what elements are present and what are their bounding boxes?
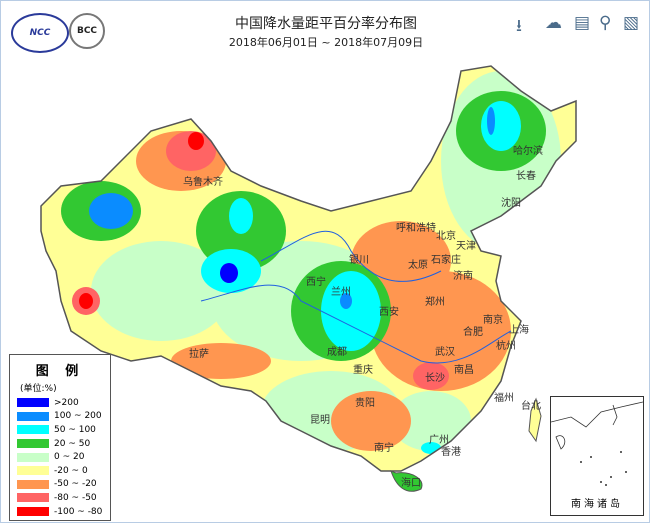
legend-title: 图 例 [35,364,85,379]
legend-item: -80 ~ -50 [10,491,110,505]
city-label: 南宁 [374,443,394,454]
city-label: 西安 [379,307,399,318]
city-label: 南昌 [454,365,474,376]
legend-item: 20 ~ 50 [10,437,110,451]
legend-item: -20 ~ 0 [10,464,110,478]
search-icon[interactable]: ⚲ [599,13,612,33]
hainan-island [390,470,423,492]
river [200,284,512,364]
city-label: 重庆 [353,365,373,376]
city-label: 哈尔滨 [513,146,543,157]
legend-label: -20 ~ 0 [54,465,88,476]
city-label: 天津 [456,241,476,252]
city-label: 香港 [441,447,461,458]
inset-label: 南海诸岛 [571,499,623,510]
legend-label: 100 ~ 200 [54,411,102,422]
legend-swatch [17,411,49,421]
legend-unit: (单位:%) [20,384,57,394]
city-label: 合肥 [463,327,483,338]
legend-swatch [17,398,49,408]
legend-label: 20 ~ 50 [54,438,91,449]
legend-swatch [17,466,49,476]
city-label: 北京 [436,231,456,242]
city-label: 广州 [429,435,449,446]
city-label: 兰州 [331,287,351,298]
map-title: 中国降水量距平百分率分布图 [235,16,417,32]
river [260,230,442,282]
bcc-logo: BCC [69,13,105,49]
legend: 图 例 (单位:%) >200 100 ~ 200 50 ~ 100 20 ~ 50 0… [9,354,111,521]
city-label: 长春 [516,171,536,182]
city-label: 南京 [483,315,503,326]
city-label: 武汉 [435,347,455,358]
cloud-download-icon[interactable]: ☁ [545,13,562,33]
city-label: 济南 [453,271,473,282]
city-label: 福州 [494,393,514,404]
city-label: 昆明 [310,415,330,426]
legend-label: >200 [54,397,79,408]
city-label: 台北 [521,401,541,412]
legend-swatch [17,425,49,435]
south-china-sea-inset: 南海诸岛 [550,396,644,516]
city-label: 银川 [349,255,369,266]
legend-label: -50 ~ -20 [54,479,97,490]
city-label: 长沙 [425,373,445,384]
legend-item: -50 ~ -20 [10,478,110,492]
city-label: 上海 [509,325,529,336]
report-search-icon[interactable]: ▧ [623,13,640,33]
ncc-logo: NCC [11,13,69,53]
date-range: 2018年06月01日 ~ 2018年07月09日 [228,36,424,49]
taiwan-island [528,397,542,443]
city-label: 成都 [327,347,347,358]
city-label: 太原 [408,260,428,271]
document-icon[interactable]: ▤ [574,13,591,33]
city-label: 西宁 [306,277,326,288]
legend-swatch [17,507,49,517]
city-label: 石家庄 [431,255,461,266]
legend-swatch [17,479,49,489]
legend-swatch [17,439,49,449]
precipitation-anomaly-map [40,65,577,492]
city-label: 海口 [401,478,421,489]
legend-label: 50 ~ 100 [54,424,96,435]
city-label: 郑州 [425,297,445,308]
legend-item: >200 [10,396,110,410]
city-label: 拉萨 [189,349,209,360]
legend-label: -80 ~ -50 [54,492,97,503]
legend-item: 0 ~ 20 [10,450,110,464]
city-label: 呼和浩特 [396,223,436,234]
city-label: 杭州 [496,341,516,352]
legend-label: -100 ~ -80 [54,506,103,517]
legend-item: -100 ~ -80 [10,505,110,519]
legend-swatch [17,452,49,462]
city-label: 乌鲁木齐 [183,177,223,188]
city-label: 沈阳 [501,198,521,209]
inset-map [550,401,644,486]
legend-swatch [17,493,49,503]
download-icon[interactable]: ⭳ [516,16,522,36]
city-label: 贵阳 [355,398,375,409]
legend-label: 0 ~ 20 [54,452,85,463]
legend-item: 50 ~ 100 [10,423,110,437]
legend-item: 100 ~ 200 [10,410,110,424]
